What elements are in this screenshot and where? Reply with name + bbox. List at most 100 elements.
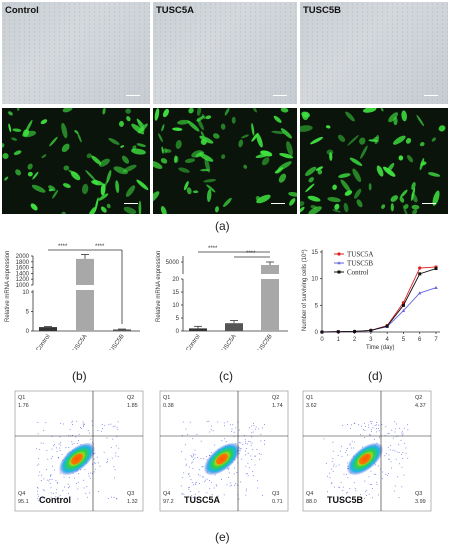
- y-tick-label: 15: [172, 290, 179, 296]
- event-dot: [252, 470, 254, 472]
- cell: [243, 164, 248, 169]
- event-dot: [184, 444, 186, 446]
- event-dot: [384, 455, 386, 457]
- event-dot: [244, 439, 246, 441]
- event-dot: [229, 472, 231, 474]
- event-dot: [260, 440, 262, 442]
- cell: [161, 146, 164, 154]
- cell: [160, 206, 167, 214]
- micrograph-control-brightfield: Control: [2, 2, 150, 104]
- panel-d-chart: Number of surviving cells (104) 0 1 2 3 4 5 6 7…: [300, 249, 440, 351]
- event-dot: [60, 423, 62, 425]
- event-dot: [181, 434, 183, 436]
- event-dot: [386, 474, 388, 476]
- event-dot: [78, 472, 80, 474]
- event-dot: [223, 422, 225, 424]
- event-dot: [103, 425, 105, 427]
- scale-bar: [422, 202, 436, 204]
- event-dot: [181, 451, 183, 453]
- quadrant-label: Q1: [306, 395, 313, 401]
- quadrant-label: Q1: [18, 395, 25, 401]
- cell: [13, 150, 22, 156]
- event-dot: [246, 473, 248, 475]
- event-dot: [196, 433, 198, 435]
- cell: [256, 133, 263, 148]
- event-dot: [69, 486, 71, 488]
- event-dot: [396, 451, 398, 453]
- event-dot: [236, 484, 238, 486]
- event-dot: [49, 475, 51, 477]
- event-dot: [346, 447, 348, 449]
- event-dot: [401, 453, 403, 455]
- event-dot: [37, 433, 39, 435]
- event-dot: [245, 490, 247, 492]
- event-dot: [38, 463, 40, 465]
- cell: [126, 116, 131, 122]
- event-dot: [71, 441, 73, 443]
- event-dot: [47, 458, 49, 460]
- event-dot: [233, 473, 235, 475]
- event-dot: [182, 477, 184, 479]
- event-dot: [244, 443, 246, 445]
- event-dot: [93, 458, 95, 460]
- event-dot: [251, 442, 253, 444]
- cell: [205, 115, 212, 120]
- cell: [113, 166, 128, 175]
- y-tick-label: 2000: [16, 254, 30, 260]
- event-dot: [42, 429, 44, 431]
- event-dot: [114, 425, 116, 427]
- event-dot: [240, 442, 242, 444]
- event-dot: [370, 423, 372, 425]
- event-dot: [341, 455, 343, 457]
- cell: [354, 188, 362, 199]
- event-dot: [75, 482, 77, 484]
- data-point: [434, 267, 438, 271]
- event-dot: [35, 448, 37, 450]
- event-dot: [254, 464, 256, 466]
- event-dot: [55, 447, 57, 449]
- event-dot: [366, 494, 368, 496]
- event-dot: [228, 476, 230, 478]
- event-dot: [395, 458, 397, 460]
- cell: [317, 169, 323, 175]
- event-dot: [116, 426, 118, 428]
- event-dot: [58, 443, 60, 445]
- cell: [40, 119, 48, 125]
- cell: [62, 108, 73, 113]
- event-dot: [340, 500, 342, 502]
- event-dot: [213, 487, 215, 489]
- event-dot: [91, 420, 93, 422]
- panel-b-chart: Relative mRNA expression 0 5 1010001200140…: [5, 244, 140, 350]
- event-dot: [98, 490, 100, 492]
- event-dot: [56, 482, 58, 484]
- cell: [305, 166, 317, 176]
- event-dot: [232, 424, 234, 426]
- cell: [63, 165, 70, 171]
- panel-b-caption: (b): [72, 369, 87, 383]
- event-dot: [264, 443, 266, 445]
- event-dot: [260, 433, 262, 435]
- event-dot: [365, 425, 367, 427]
- event-dot: [331, 461, 333, 463]
- event-dot: [94, 468, 96, 470]
- cell: [86, 153, 92, 159]
- cell: [308, 206, 322, 214]
- bar-upper: [261, 265, 279, 274]
- event-dot: [252, 449, 254, 451]
- panel-d-caption: (d): [368, 369, 383, 383]
- x-tick-label: 3: [369, 337, 373, 343]
- legend-marker: [337, 270, 341, 274]
- x-tick-label: TUSC5A: [70, 334, 88, 350]
- cell: [196, 115, 205, 122]
- event-dot: [36, 464, 38, 466]
- event-dot: [94, 463, 96, 465]
- micrograph-tusc5a-fluorescence: [153, 108, 297, 214]
- event-dot: [216, 485, 218, 487]
- event-dot: [197, 499, 199, 501]
- event-dot: [97, 430, 99, 432]
- cell: [100, 206, 107, 213]
- event-dot: [332, 450, 334, 452]
- cell: [231, 116, 236, 124]
- quadrant-label: Q2: [272, 395, 279, 401]
- event-dot: [407, 457, 409, 459]
